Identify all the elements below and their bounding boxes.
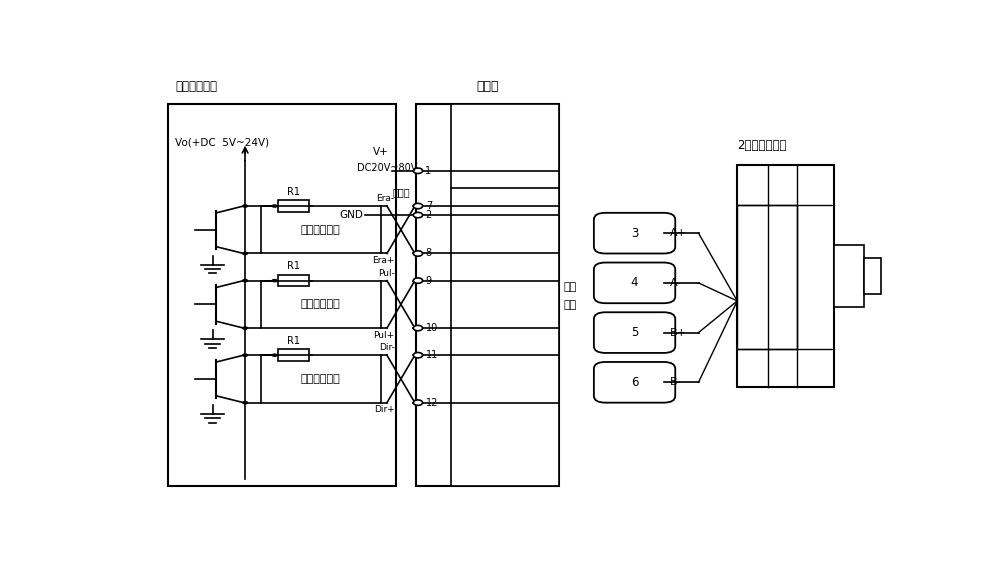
- Text: 方向控制信号: 方向控制信号: [301, 374, 341, 384]
- Text: Vo(+DC  5V~24V): Vo(+DC 5V~24V): [175, 138, 270, 148]
- FancyBboxPatch shape: [594, 312, 675, 353]
- Circle shape: [242, 252, 248, 255]
- Text: DC20V~80V: DC20V~80V: [358, 163, 418, 173]
- Bar: [278, 200, 309, 212]
- Text: 电机释放信号: 电机释放信号: [301, 225, 341, 235]
- Bar: [416, 104, 559, 486]
- Text: 双绞线: 双绞线: [392, 187, 410, 197]
- Bar: [737, 205, 797, 349]
- Text: Pul+: Pul+: [374, 331, 395, 340]
- Text: A+: A+: [670, 228, 687, 238]
- Circle shape: [413, 203, 423, 209]
- Circle shape: [413, 212, 423, 218]
- Circle shape: [242, 401, 248, 404]
- Circle shape: [271, 279, 278, 282]
- Text: 8: 8: [426, 248, 432, 258]
- FancyBboxPatch shape: [594, 213, 675, 254]
- Text: GND: GND: [340, 210, 364, 220]
- Text: 输入: 输入: [564, 282, 577, 292]
- Text: 9: 9: [426, 276, 432, 286]
- FancyBboxPatch shape: [594, 362, 675, 403]
- Bar: [834, 245, 864, 307]
- Text: Dir+: Dir+: [374, 406, 395, 414]
- Text: 1: 1: [425, 166, 431, 176]
- Circle shape: [413, 251, 423, 256]
- Text: 11: 11: [426, 350, 438, 360]
- Text: 7: 7: [426, 201, 432, 211]
- Text: R1: R1: [287, 187, 300, 197]
- Circle shape: [242, 279, 248, 282]
- Bar: [864, 258, 881, 294]
- Text: Era+: Era+: [372, 256, 395, 265]
- Text: B-: B-: [670, 377, 681, 387]
- Bar: [278, 349, 309, 361]
- Text: V+: V+: [373, 147, 389, 157]
- Bar: [450, 104, 559, 486]
- Bar: [261, 355, 381, 403]
- Bar: [737, 166, 834, 387]
- Bar: [278, 275, 309, 286]
- Circle shape: [413, 352, 423, 358]
- Bar: [168, 104, 396, 486]
- Text: B+: B+: [670, 328, 687, 338]
- Text: R1: R1: [287, 261, 300, 271]
- Text: 信号: 信号: [564, 301, 577, 311]
- Circle shape: [242, 353, 248, 357]
- Circle shape: [413, 325, 423, 331]
- Text: 4: 4: [631, 276, 638, 289]
- Text: 2相步进电动机: 2相步进电动机: [737, 139, 787, 152]
- Circle shape: [271, 204, 278, 208]
- Text: 12: 12: [426, 397, 438, 407]
- Text: R1: R1: [287, 336, 300, 346]
- Text: 客户的控制器: 客户的控制器: [175, 80, 217, 93]
- Circle shape: [413, 168, 423, 174]
- Text: Pul-: Pul-: [378, 269, 395, 278]
- Circle shape: [271, 353, 278, 357]
- Text: 驱动器: 驱动器: [476, 80, 499, 93]
- Bar: [261, 206, 381, 254]
- Circle shape: [413, 278, 423, 284]
- Text: Dir-: Dir-: [379, 343, 395, 352]
- Text: 10: 10: [426, 323, 438, 333]
- Text: 3: 3: [631, 227, 638, 239]
- FancyBboxPatch shape: [594, 262, 675, 303]
- Circle shape: [242, 326, 248, 330]
- Bar: [261, 281, 381, 328]
- Circle shape: [413, 400, 423, 406]
- Text: 2: 2: [425, 210, 431, 220]
- Circle shape: [242, 204, 248, 208]
- Text: Era-: Era-: [377, 194, 395, 203]
- Text: A-: A-: [670, 278, 681, 288]
- Text: 5: 5: [631, 326, 638, 339]
- Text: 6: 6: [631, 376, 638, 389]
- Text: 步进脉冲信号: 步进脉冲信号: [301, 299, 341, 309]
